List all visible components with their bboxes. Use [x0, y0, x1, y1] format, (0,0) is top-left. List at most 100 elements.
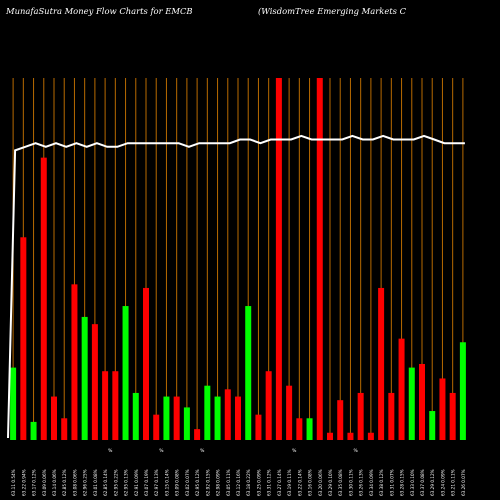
x-tick-label: 63.20 0.06% — [318, 469, 323, 496]
x-tick-label: 63.14 0.06% — [52, 469, 57, 496]
bar — [163, 396, 170, 440]
x-tick-label: 63.28 0.15% — [400, 469, 405, 496]
x-tick-label: 62.97 0.13% — [154, 469, 159, 496]
x-tick-label: 63.07 0.19% — [144, 469, 149, 496]
x-tick-label: 63.35 0.08% — [338, 469, 343, 496]
x-tick-label: 63.31 0.07% — [389, 469, 394, 496]
bar — [143, 287, 149, 440]
bar — [112, 371, 119, 440]
bar — [153, 414, 160, 440]
x-tick-label: 62.95 0.13% — [124, 469, 129, 496]
x-tick-label: 62.85 0.14% — [103, 469, 108, 496]
bar — [265, 371, 272, 440]
bar — [30, 421, 37, 440]
bar — [194, 429, 201, 440]
x-tick-label: 63.15 0.14% — [164, 469, 169, 496]
x-tick-label: 62.91 0.09% — [134, 469, 139, 496]
bar — [449, 392, 456, 440]
chart-subtitle: (WisdomTree Emerging Markets C — [258, 6, 407, 16]
x-tick-label: 63.22 0.14% — [297, 469, 302, 496]
x-tick-label: 63.29 0.12% — [430, 469, 435, 496]
bar — [245, 306, 252, 440]
x-tick-label: 63.08 0.06% — [72, 469, 77, 496]
x-tick-label: 63.38 0.12% — [379, 469, 384, 496]
x-tick-label: 62.85 0.12% — [62, 469, 67, 496]
bar — [214, 396, 221, 440]
x-tick-label: 63.24 0.09% — [440, 469, 445, 496]
bar — [286, 385, 293, 440]
x-percent-marker: % — [200, 448, 205, 454]
x-tick-label: 62.96 0.25% — [83, 469, 88, 496]
x-tick-labels: 63.11 0.54% 63.22 0.94% 63.17 0.12% 63.09 0… — [11, 448, 466, 496]
x-percent-marker: % — [159, 448, 164, 454]
x-tick-label: 63.16 0.08% — [308, 469, 313, 496]
bar — [61, 418, 68, 440]
bar — [378, 287, 385, 440]
bar — [71, 284, 78, 440]
bar — [91, 324, 98, 440]
bar — [367, 432, 374, 440]
x-tick-label: 63.01 0.08% — [93, 469, 98, 496]
bar — [419, 363, 425, 440]
bar — [275, 78, 282, 440]
x-tick-label: 63.30 0.11% — [348, 469, 353, 496]
bar — [459, 342, 466, 440]
x-tick-label: 63.21 0.11% — [451, 469, 456, 496]
x-tick-label: 62.92 0.15% — [205, 469, 210, 496]
x-tick-label: 63.19 0.11% — [287, 469, 292, 496]
bar — [388, 392, 395, 440]
bar — [20, 237, 27, 440]
bar — [40, 157, 47, 440]
x-tick-label: 63.26 0.13% — [359, 469, 364, 496]
x-tick-label: 63.09 0.08% — [175, 469, 180, 496]
x-tick-label: 63.22 0.94% — [21, 469, 26, 496]
x-tick-label: 63.12 0.16% — [236, 469, 241, 496]
bar — [183, 407, 190, 440]
bar — [429, 411, 436, 440]
bar — [255, 414, 262, 440]
trend-line — [7, 134, 465, 439]
x-tick-label: 62.95 0.12% — [195, 469, 200, 496]
x-tick-label: 63.25 0.09% — [256, 469, 261, 496]
bar — [439, 378, 446, 440]
x-tick-label: 63.37 0.08% — [420, 469, 425, 496]
x-tick-label: 63.29 0.10% — [328, 469, 333, 496]
x-tick-label: 63.26 0.07% — [461, 469, 466, 496]
bar — [81, 316, 88, 440]
bar — [204, 385, 211, 440]
x-tick-label: 62.95 0.22% — [113, 469, 118, 496]
bar — [337, 400, 344, 440]
bars — [10, 78, 466, 440]
x-tick-label: 63.34 0.09% — [369, 469, 374, 496]
bar — [224, 389, 231, 440]
x-tick-label: 63.02 0.07% — [185, 469, 190, 496]
x-tick-label: 63.05 0.11% — [226, 469, 231, 496]
bar — [357, 392, 364, 440]
bar — [408, 367, 415, 440]
x-percent-marker: % — [108, 448, 113, 454]
bar — [173, 396, 180, 440]
bar — [51, 396, 57, 440]
grid-lines — [12, 78, 464, 440]
bar — [296, 418, 303, 440]
bar — [102, 371, 109, 440]
bar — [132, 392, 139, 440]
bar — [398, 338, 405, 440]
bar — [235, 396, 241, 440]
bar — [306, 418, 313, 440]
x-tick-label: 63.33 0.10% — [410, 469, 415, 496]
x-tick-label: 63.27 0.14% — [277, 469, 282, 496]
x-tick-label: 63.18 0.22% — [246, 469, 251, 496]
chart-title: MunafaSutra Money Flow Charts for EMCB — [6, 6, 193, 16]
bar — [347, 432, 354, 440]
x-percent-marker: % — [292, 448, 297, 454]
x-percent-marker: % — [353, 448, 358, 454]
bar — [122, 306, 129, 440]
x-tick-label: 63.09 0.06% — [42, 469, 47, 496]
bar — [316, 78, 323, 440]
bar — [327, 432, 333, 440]
x-tick-label: 63.31 0.12% — [267, 469, 272, 496]
x-tick-label: 63.11 0.54% — [11, 469, 16, 496]
x-tick-label: 63.17 0.12% — [32, 469, 37, 496]
